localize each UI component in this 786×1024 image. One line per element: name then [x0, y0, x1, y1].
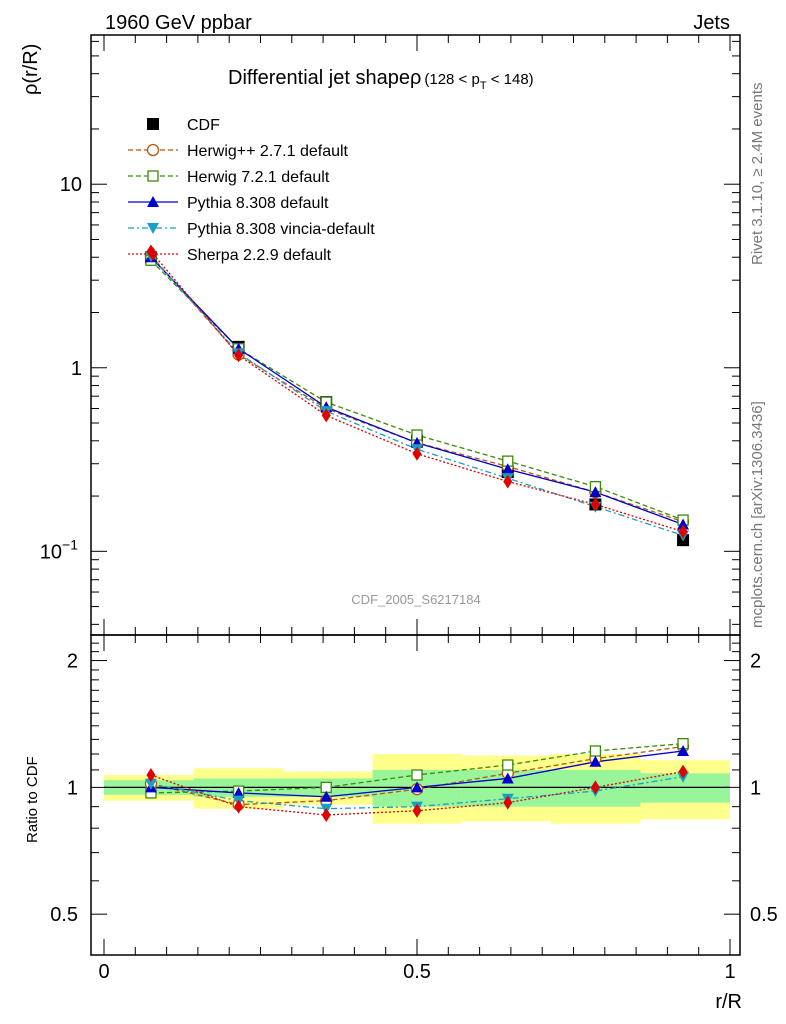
legend-marker-2: [147, 170, 159, 182]
legend-marker-3: [147, 196, 159, 207]
legend-marker-5: [148, 247, 158, 261]
header-energy-label: 1960 GeV ppbar: [105, 12, 252, 34]
legend: CDF Herwig++ 2.7.1 default Herwig 7.2.1 de…: [128, 117, 375, 264]
legend-label-1: Herwig++ 2.7.1 default: [187, 143, 349, 160]
main-title-sub: T: [480, 80, 487, 92]
x-tick-label-0: 0: [98, 961, 109, 983]
x-tick-label-1: 0.5: [403, 961, 431, 983]
header-jets-label: Jets: [693, 12, 730, 34]
legend-label-5: Sherpa 2.2.9 default: [187, 247, 332, 264]
ratio-y-tick-label-right-2: 0.5: [750, 904, 778, 926]
main-point-s5-5: [590, 497, 600, 512]
legend-label-4: Pythia 8.308 vincia-default: [187, 221, 375, 238]
main-line-4: [150, 255, 684, 537]
ratio-series-group: [144, 737, 690, 822]
ratio-y-tick-label-right-0: 2: [750, 651, 761, 673]
main-line-3: [150, 256, 684, 526]
legend-label-3: Pythia 8.308 default: [187, 195, 329, 212]
ratio-point-s2-6: [677, 744, 690, 756]
main-y-tick-label-2: 10−1: [40, 536, 78, 563]
ratio-point-s1-5: [589, 745, 602, 757]
legend-label-2: Herwig 7.2.1 default: [187, 169, 330, 186]
ratio-y-tick-label-left-0: 2: [67, 651, 78, 673]
x-tick-label-2: 1: [724, 961, 735, 983]
legend-marker-1: [146, 143, 160, 157]
ratio-panel-frame: [90, 634, 741, 956]
ratio-point-s4-0: [146, 767, 156, 782]
main-point-s3-6: [677, 518, 690, 530]
legend-label-0: CDF: [187, 117, 220, 134]
ratio-point-s4-6: [678, 764, 688, 779]
ratio-point-s2-3: [411, 781, 423, 793]
main-y-tick-label-1: 1: [71, 358, 82, 380]
side-rivet-label: Rivet 3.1.10, ≥ 2.4M events: [749, 83, 766, 266]
ratio-point-s2-1: [232, 786, 245, 798]
main-y-axis-label: ρ(r/R): [20, 44, 42, 95]
ratio-y-axis-label: Ratio to CDF: [24, 756, 41, 843]
main-title-range: (128 < p: [424, 71, 479, 88]
ratio-y-tick-label-right-1: 1: [750, 777, 761, 799]
main-title-rho: ρ: [410, 67, 421, 89]
x-axis-label: r/R: [715, 991, 742, 1013]
ratio-point-s4-1: [234, 799, 244, 814]
ratio-point-s1-3: [411, 769, 423, 781]
ratio-point-s4-3: [412, 803, 422, 818]
axes-group: 10 1 10−1 2 2 1 1 0.5 0.5 0 0.5 1: [40, 35, 778, 983]
ratio-point-s2-5: [589, 755, 602, 767]
ratio-point-s1-4: [502, 759, 514, 771]
main-y-tick-label-0: 10: [60, 174, 82, 196]
main-line-5: [150, 251, 684, 533]
ratio-point-s4-4: [503, 795, 513, 810]
main-title: Differential jet shapeρ (128 < pT < 148): [228, 67, 534, 92]
main-point-s5-4: [503, 474, 513, 489]
main-line-1: [150, 254, 684, 523]
ratio-y-tick-label-left-1: 1: [67, 777, 78, 799]
main-point-s5-3: [412, 446, 422, 461]
main-point-s5-6: [678, 524, 688, 539]
main-title-text: Differential jet shape: [228, 67, 410, 89]
analysis-watermark: CDF_2005_S6217184: [351, 592, 480, 607]
main-point-s3-5: [589, 486, 602, 498]
legend-marker-0: [147, 118, 159, 130]
main-point-s5-2: [321, 408, 331, 423]
ratio-point-s4-5: [590, 780, 600, 795]
main-series-group: [144, 244, 690, 547]
main-line-2: [150, 259, 684, 521]
ratio-y-tick-label-left-2: 0.5: [50, 904, 78, 926]
main-point-s3-4: [501, 463, 514, 475]
main-point-s5-1: [234, 348, 244, 363]
ratio-point-s3-0: [144, 778, 157, 790]
main-title-close: < 148): [487, 71, 534, 88]
ratio-point-s2-4: [501, 772, 514, 784]
ratio-point-s4-2: [321, 807, 331, 822]
ratio-point-s2-2: [320, 790, 333, 802]
side-mcplots-label: mcplots.cern.ch [arXiv:1306.3436]: [749, 401, 766, 628]
legend-marker-4: [147, 223, 159, 234]
